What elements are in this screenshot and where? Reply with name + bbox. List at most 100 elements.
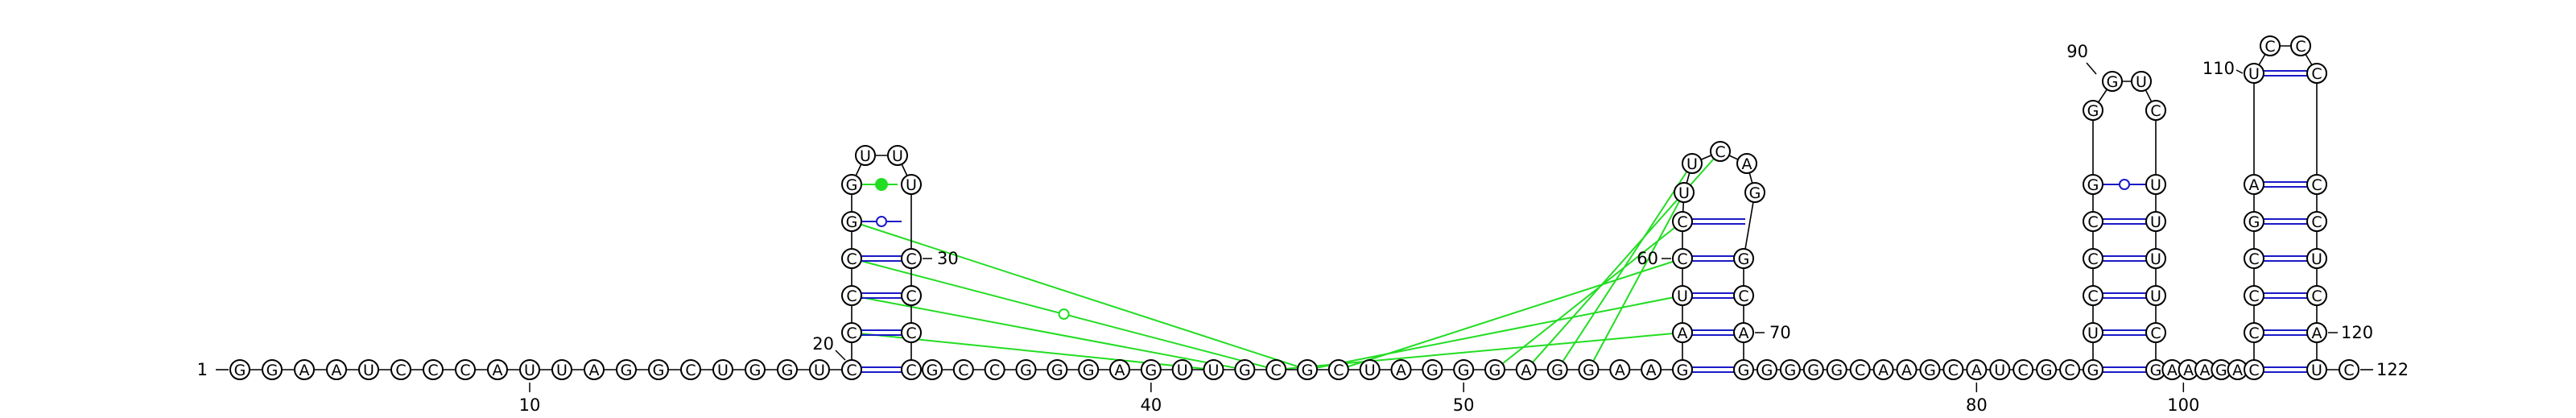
nucleotide-letter: C xyxy=(846,250,857,268)
nucleotide-circle xyxy=(1682,153,1703,174)
nucleotide-circle xyxy=(1849,359,1871,380)
nucleotide-circle xyxy=(1779,359,1801,380)
nucleotide-letter: A xyxy=(1615,362,1625,379)
nucleotide-circle xyxy=(841,359,862,380)
nucleotide-letter: A xyxy=(1678,325,1688,342)
nucleotide-circle xyxy=(2290,35,2311,56)
nucleotide-52: A xyxy=(1515,359,1537,380)
nucleotide-84: C xyxy=(2059,359,2081,380)
nucleotide-circle xyxy=(952,359,974,380)
nucleotide-circle xyxy=(745,359,766,380)
nucleotide-letter: G xyxy=(2107,73,2119,91)
nucleotide-letter: A xyxy=(2200,362,2211,379)
nucleotide-letter: G xyxy=(266,362,279,379)
nucleotide-circle xyxy=(2083,211,2103,232)
nucleotide-102: A xyxy=(2178,359,2199,380)
nucleotide-29: C xyxy=(901,248,922,269)
nucleotide-letter: G xyxy=(1302,362,1314,379)
nucleotide-circle xyxy=(1896,359,1918,380)
nucleotide-24: G xyxy=(841,211,862,232)
nucleotide-letter: C xyxy=(846,362,857,379)
nucleotide-letter: A xyxy=(332,362,342,379)
nucleotide-circle xyxy=(777,359,798,380)
nucleotide-circle xyxy=(2083,100,2103,121)
nucleotide-letter: G xyxy=(1738,250,1750,268)
nucleotide-circle xyxy=(2131,71,2152,92)
nucleotide-letter: U xyxy=(363,362,374,379)
nucleotide-letter: A xyxy=(1901,362,1912,379)
nucleotide-letter: U xyxy=(860,147,871,165)
pseudoknot-interaction-line xyxy=(1338,258,1683,370)
nucleotide-circle xyxy=(1203,359,1224,380)
nucleotide-56: A xyxy=(1641,359,1662,380)
nucleotide-114: C xyxy=(2290,35,2311,56)
nucleotide-letter: C xyxy=(2087,288,2098,305)
nucleotide-44: C xyxy=(1265,359,1287,380)
nucleotide-letter: U xyxy=(524,362,535,379)
nucleotide-83: G xyxy=(2036,359,2058,380)
nucleotide-14: G xyxy=(648,359,669,380)
nucleotide-53: G xyxy=(1546,359,1568,380)
position-label-40: 40 xyxy=(1140,395,1162,414)
nucleotide-circle xyxy=(1872,359,1894,380)
nucleotide-circle xyxy=(841,322,862,343)
nucleotide-letter: G xyxy=(749,362,762,379)
nucleotide-circle xyxy=(2083,322,2103,343)
nucleotide-letter: U xyxy=(2150,176,2161,194)
nucleotide-22: C xyxy=(841,285,862,306)
nucleotide-letter: C xyxy=(989,362,1000,379)
nucleotide-circle xyxy=(1710,141,1731,162)
nucleotide-95: U xyxy=(2145,174,2166,195)
nucleotide-58: A xyxy=(1672,322,1693,343)
nucleotide-1: G xyxy=(229,359,250,380)
nucleotide-circle xyxy=(455,359,476,380)
backbone-segment xyxy=(1743,192,1756,259)
nucleotide-118: U xyxy=(2306,248,2327,269)
nucleotide-letter: C xyxy=(2311,213,2322,231)
nucleotide-46: C xyxy=(1327,359,1349,380)
nucleotide-letter: C xyxy=(2343,362,2354,379)
nucleotide-33: G xyxy=(922,359,943,380)
nucleotide-111: A xyxy=(2244,174,2264,195)
nucleotide-61: C xyxy=(1672,211,1693,232)
nucleotide-circle xyxy=(487,359,508,380)
nucleotide-12: A xyxy=(584,359,605,380)
pseudoknot-interaction-line xyxy=(1307,295,1683,370)
nucleotide-letter: G xyxy=(1083,362,1095,379)
nucleotide-circle xyxy=(680,359,701,380)
nucleotide-circle xyxy=(2244,63,2264,84)
position-label-30: 30 xyxy=(937,249,959,268)
nucleotide-107: C xyxy=(2244,322,2264,343)
nucleotide-circle xyxy=(262,359,283,380)
pseudoknot-interaction-line xyxy=(1587,192,1685,370)
nucleotide-19: U xyxy=(809,359,830,380)
nucleotide-122: C xyxy=(2339,359,2359,380)
nucleotide-circle xyxy=(1265,359,1287,380)
nucleotide-circle xyxy=(2244,359,2264,380)
nucleotide-32: C xyxy=(901,359,922,380)
nucleotide-circle xyxy=(1942,359,1964,380)
nucleotide-circle xyxy=(901,285,922,306)
nucleotide-90: G xyxy=(2083,174,2103,195)
nucleotide-54: G xyxy=(1578,359,1600,380)
nucleotide-circle xyxy=(887,145,908,166)
nucleotide-circle xyxy=(1327,359,1349,380)
nucleotide-71: G xyxy=(1756,359,1777,380)
nucleotide-circle xyxy=(2306,211,2327,232)
nucleotide-23: C xyxy=(841,248,862,269)
nucleotide-circle xyxy=(1390,359,1412,380)
nucleotide-85: G xyxy=(2083,359,2103,380)
nucleotide-circle xyxy=(2306,63,2327,84)
nucleotide-letter: U xyxy=(2087,325,2099,342)
nucleotide-86: U xyxy=(2083,322,2103,343)
backbone-layer xyxy=(216,45,2373,370)
nucleotide-10: U xyxy=(519,359,540,380)
nucleotide-108: C xyxy=(2244,285,2264,306)
nucleotide-51: G xyxy=(1484,359,1505,380)
nucleotide-circle xyxy=(2306,248,2327,269)
nucleotide-letter: G xyxy=(782,362,794,379)
nucleotide-63: U xyxy=(1682,153,1703,174)
nucleotide-circle xyxy=(358,359,379,380)
position-label-50: 50 xyxy=(1453,395,1475,414)
